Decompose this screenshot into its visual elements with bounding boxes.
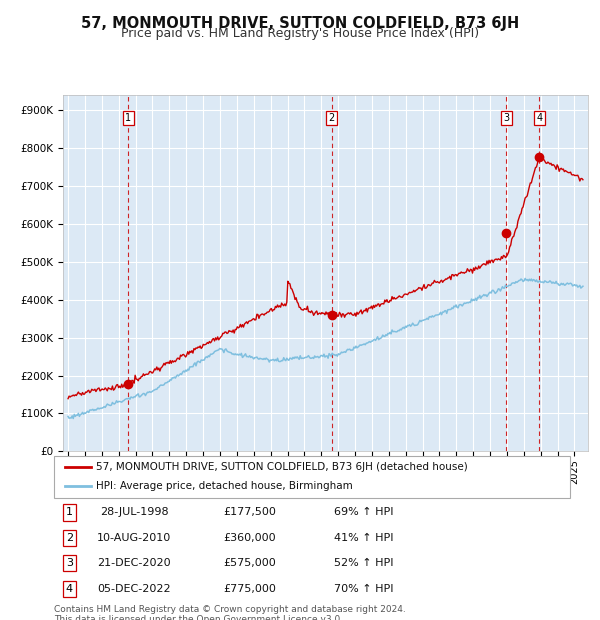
Text: Price paid vs. HM Land Registry's House Price Index (HPI): Price paid vs. HM Land Registry's House … — [121, 27, 479, 40]
Text: 05-DEC-2022: 05-DEC-2022 — [97, 583, 171, 594]
Text: 70% ↑ HPI: 70% ↑ HPI — [334, 583, 394, 594]
Text: 1: 1 — [66, 507, 73, 518]
Text: £177,500: £177,500 — [224, 507, 277, 518]
Text: 57, MONMOUTH DRIVE, SUTTON COLDFIELD, B73 6JH (detached house): 57, MONMOUTH DRIVE, SUTTON COLDFIELD, B7… — [97, 462, 468, 472]
Text: 2: 2 — [66, 533, 73, 543]
FancyBboxPatch shape — [54, 456, 570, 498]
Text: £575,000: £575,000 — [224, 558, 277, 569]
Text: 4: 4 — [66, 583, 73, 594]
Text: 57, MONMOUTH DRIVE, SUTTON COLDFIELD, B73 6JH: 57, MONMOUTH DRIVE, SUTTON COLDFIELD, B7… — [81, 16, 519, 31]
Text: 2: 2 — [328, 113, 335, 123]
Text: Contains HM Land Registry data © Crown copyright and database right 2024.
This d: Contains HM Land Registry data © Crown c… — [54, 604, 406, 620]
Text: 4: 4 — [536, 113, 542, 123]
Text: 3: 3 — [66, 558, 73, 569]
Text: 21-DEC-2020: 21-DEC-2020 — [97, 558, 171, 569]
Text: £775,000: £775,000 — [224, 583, 277, 594]
Text: 69% ↑ HPI: 69% ↑ HPI — [334, 507, 394, 518]
Text: £360,000: £360,000 — [224, 533, 277, 543]
Text: 3: 3 — [503, 113, 509, 123]
Text: 10-AUG-2010: 10-AUG-2010 — [97, 533, 171, 543]
Text: 41% ↑ HPI: 41% ↑ HPI — [334, 533, 394, 543]
Text: HPI: Average price, detached house, Birmingham: HPI: Average price, detached house, Birm… — [97, 482, 353, 492]
Text: 52% ↑ HPI: 52% ↑ HPI — [334, 558, 394, 569]
Text: 28-JUL-1998: 28-JUL-1998 — [100, 507, 168, 518]
Text: 1: 1 — [125, 113, 131, 123]
